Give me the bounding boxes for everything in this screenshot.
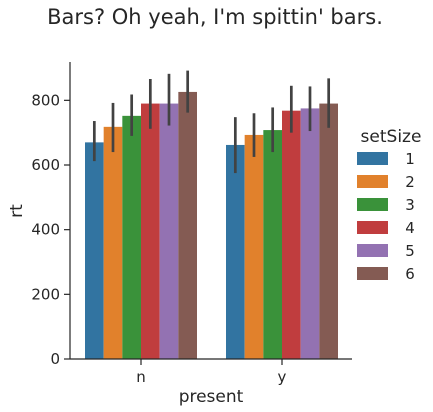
legend-swatch-4: [357, 221, 388, 234]
bar-n-setsize-2: [103, 126, 123, 359]
bar-y-setsize-4: [282, 110, 301, 360]
bar-y-setsize-5: [300, 108, 320, 359]
bar-n-setsize-3: [122, 115, 141, 359]
y-tick-label-200: 200: [31, 285, 60, 303]
bar-n-setsize-6: [178, 91, 197, 360]
bars-group: [85, 91, 338, 360]
error-bars-group: [92, 70, 331, 174]
bar-y-setsize-1: [226, 144, 245, 359]
chart-title: Bars? Oh yeah, I'm spittin' bars.: [47, 5, 383, 29]
x-axis-label: present: [179, 387, 244, 407]
legend-label-6: 6: [405, 265, 415, 283]
legend-swatch-6: [357, 267, 388, 280]
y-tick-label-800: 800: [31, 91, 60, 109]
legend-label-3: 3: [405, 196, 415, 214]
legend-label-5: 5: [405, 242, 415, 260]
y-tick-label-600: 600: [31, 156, 60, 174]
legend-label-4: 4: [405, 219, 415, 237]
legend-label-2: 2: [405, 173, 415, 191]
y-ticks-group: 0 200 400 600 800: [31, 91, 70, 368]
y-tick-label-0: 0: [50, 350, 60, 368]
bar-n-setsize-1: [85, 142, 104, 359]
bar-y-setsize-6: [319, 103, 338, 359]
bar-n-setsize-4: [141, 103, 160, 359]
legend-swatch-3: [357, 198, 388, 211]
legend-label-1: 1: [405, 150, 415, 168]
y-tick-label-400: 400: [31, 221, 60, 239]
bar-y-setsize-3: [263, 130, 282, 359]
legend-swatch-2: [357, 175, 388, 188]
y-axis-label: rt: [7, 204, 27, 218]
x-tick-label-y: y: [278, 368, 287, 386]
legend-title: setSize: [361, 127, 422, 147]
legend: setSize 1 2 3 4 5 6: [357, 127, 421, 283]
bar-n-setsize-5: [159, 103, 179, 359]
bar-y-setsize-2: [244, 134, 264, 359]
x-tick-label-n: n: [136, 368, 146, 386]
legend-swatch-5: [357, 244, 388, 257]
legend-swatch-1: [357, 152, 388, 165]
